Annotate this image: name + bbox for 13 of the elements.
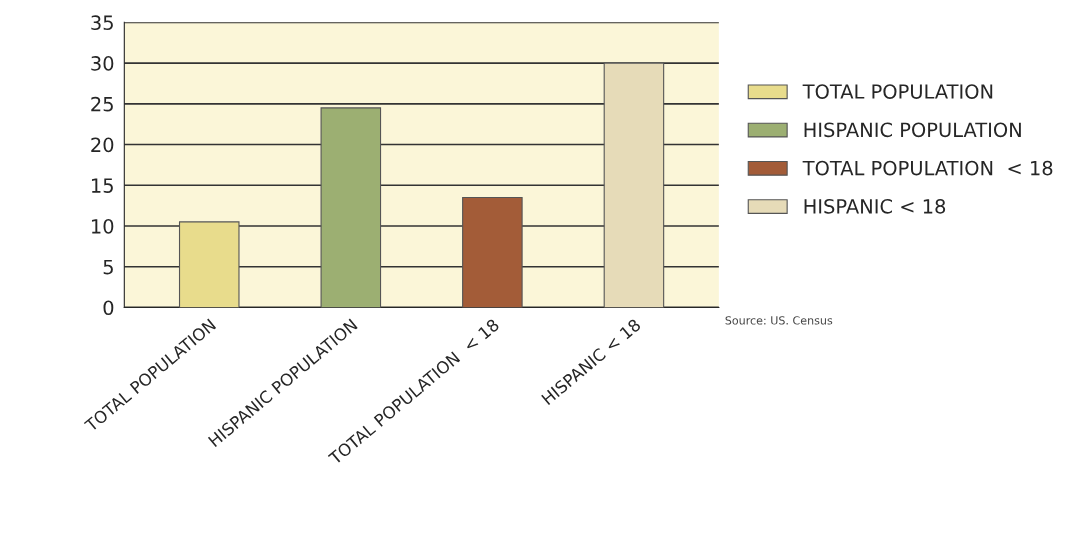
y-tick-label: 25 [91,96,113,112]
legend-label: HISPANIC POPULATION [804,122,1021,138]
legend-label: HISPANIC < 18 [804,198,946,214]
legend-label: TOTAL POPULATION [802,84,993,99]
source-note: Source: US. Census [725,316,833,325]
y-tick-label: 15 [91,178,113,193]
y-tick-label: 20 [91,137,114,153]
y-tick-label: 35 [91,15,113,31]
y-tick-label: 0 [103,300,114,316]
legend-label: TOTAL POPULATION < 18 [802,160,1053,176]
y-tick-label: 5 [103,259,113,275]
y-tick-label: 10 [91,218,114,234]
y-tick-label: 30 [91,56,114,71]
